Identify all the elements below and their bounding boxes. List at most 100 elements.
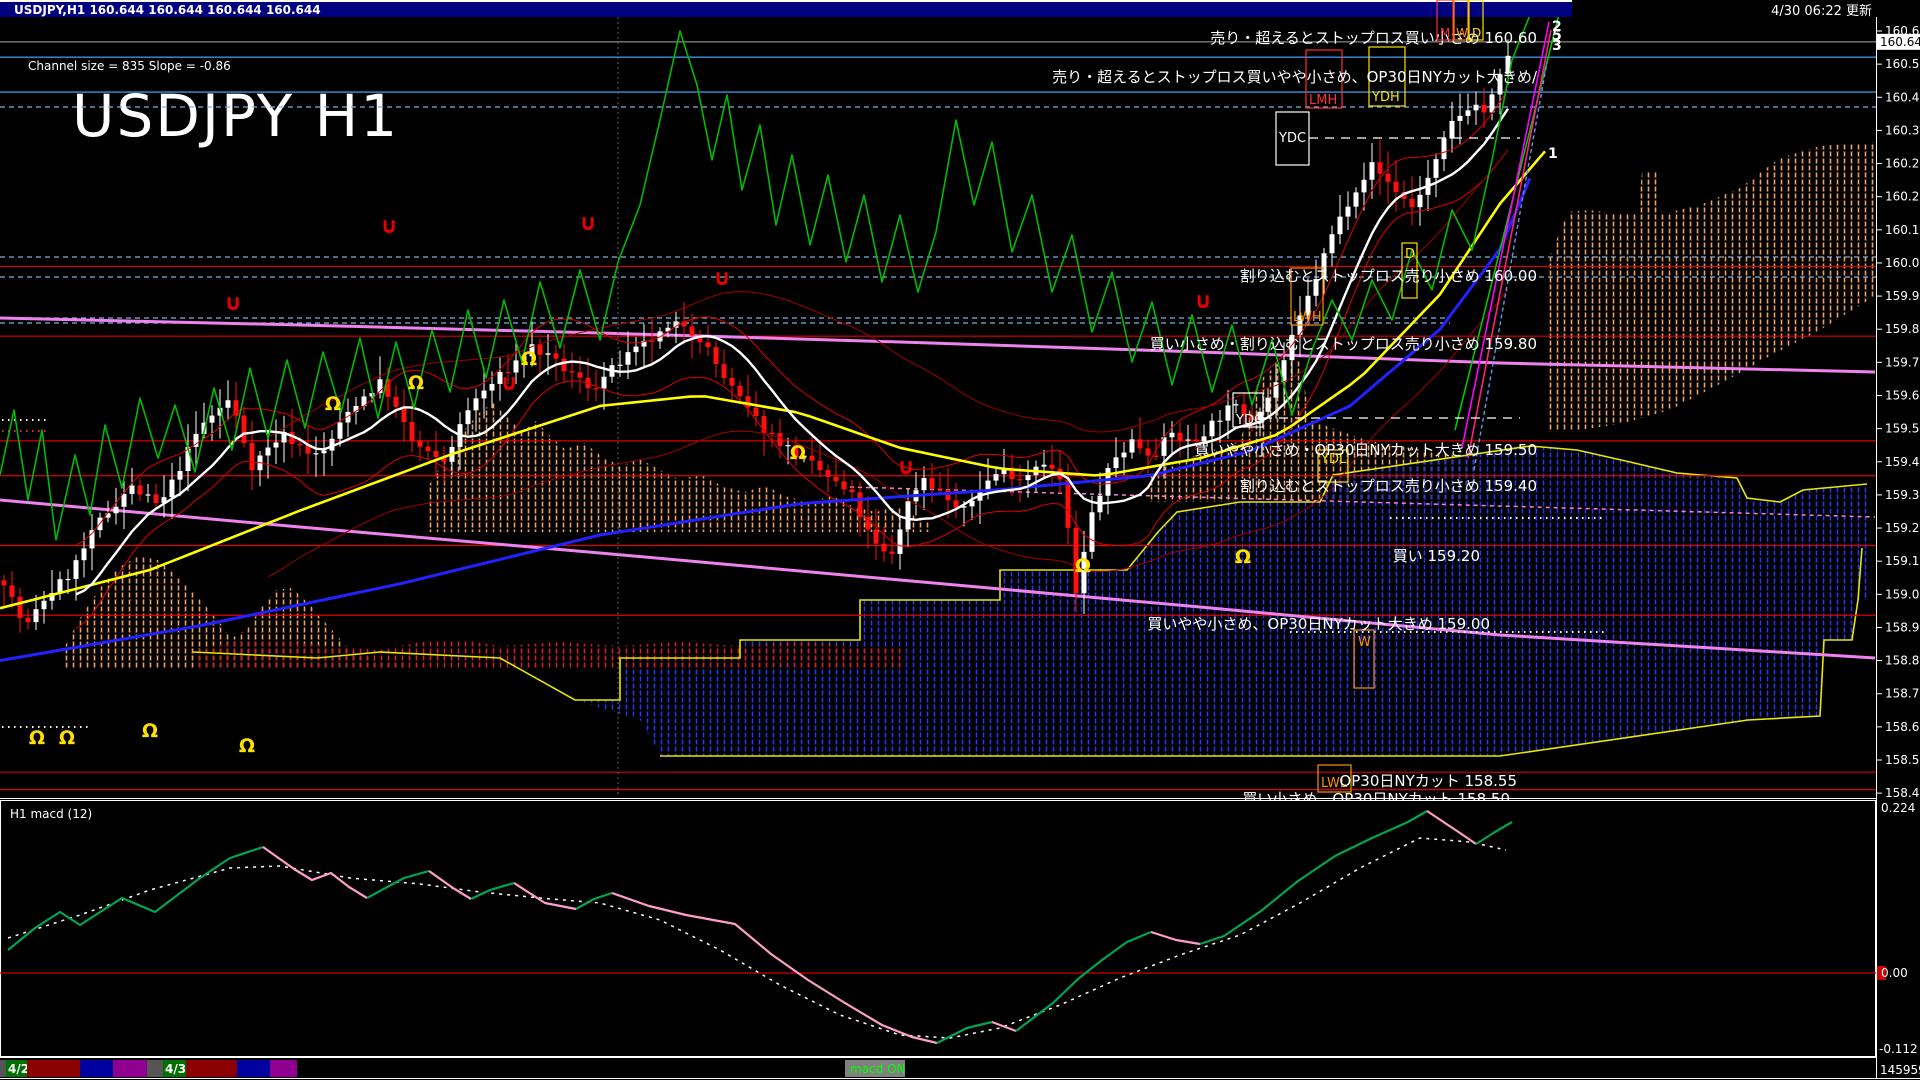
buy-signal-icon: Ω [1235,546,1251,568]
orange-cloud [62,556,405,668]
candle-body [817,460,823,471]
current-price-label: 160.644 [1880,35,1920,49]
candle-body [1345,206,1351,217]
candle-body [225,400,231,408]
candle-body [17,596,23,618]
macd-main-line [575,891,613,910]
candle-body [1321,253,1327,279]
candle-body [865,517,871,530]
price-axis[interactable]: 160.675160.580160.485160.390160.295160.2… [1876,17,1920,1079]
candle-body [1369,162,1375,180]
axis-tick-label: 158.490 [1885,786,1920,800]
candle-body [273,442,279,448]
macd-main-line [1015,930,1152,1032]
candle-body [745,396,751,408]
candle-body [1257,411,1263,421]
title-bar-strip[interactable] [0,2,1572,17]
candle-body [1113,457,1119,468]
axis-tick-label: 158.680 [1885,720,1920,734]
candle-body [1273,382,1279,398]
order-annotation: 買いやや小さめ、OP30日NYカット大きめ 159.00 [1147,615,1490,633]
candle-body [665,327,671,332]
session-segment[interactable] [186,1060,237,1077]
order-annotation: 買い 159.20 [1393,547,1480,565]
macd-main-line [936,1020,993,1044]
axis-tick-label: 159.725 [1885,355,1920,369]
buy-signal-icon: Ω [1075,555,1091,577]
candle-body [593,388,599,390]
candle-body [753,407,759,417]
blue-cloud [575,446,1867,756]
macd-toggle-button[interactable] [845,1060,905,1077]
macd-scale-zero: 0.00 [1881,966,1908,980]
axis-tick-label: 158.585 [1885,753,1920,767]
candle-body [1137,439,1143,449]
session-segment[interactable] [6,1060,27,1077]
session-segment[interactable] [80,1060,113,1077]
buy-signal-icon: Ω [325,393,341,415]
candle-body [161,497,167,503]
candle-body [713,347,719,365]
macd-pane[interactable]: H1 macd (12) 0.224 0.00 -0.112 [0,798,1918,1057]
axis-tick-label: 160.105 [1885,223,1920,237]
candle-body [905,501,911,530]
candle-body [1481,104,1487,113]
candle-body [441,456,447,462]
candle-body [953,500,959,508]
candle-body [825,470,831,477]
object-box-ydh [1368,46,1406,107]
buy-signal-icon: Ω [29,727,45,749]
candle-body [1153,455,1159,457]
session-segment[interactable] [0,1060,6,1077]
candle-body [985,480,991,492]
session-segment[interactable] [237,1060,270,1077]
candle-body [433,450,439,457]
candle-body [1241,404,1247,416]
candle-body [377,379,383,394]
candle-body [345,411,351,423]
candle-body [105,513,111,518]
axis-tick-label: 159.155 [1885,554,1920,568]
session-segment[interactable] [147,1060,163,1077]
candle-body [473,398,479,411]
candle-body [673,321,679,328]
tick-counter-label: 145959 [1880,1063,1920,1077]
candle-body [641,340,647,347]
candle-body [857,492,863,518]
session-segment[interactable] [270,1060,297,1077]
session-segment[interactable] [113,1060,147,1077]
pink-dashed-line [849,486,1876,518]
axis-tick-label: 159.915 [1885,289,1920,303]
line-number-label: 3 [1552,38,1562,54]
object-label-lwh: LWH [1293,310,1322,325]
axis-tick-label: 159.535 [1885,422,1920,436]
session-segment[interactable] [163,1060,186,1077]
macd-indicator-label: H1 macd (12) [10,807,92,821]
candle-body [57,579,63,594]
axis-tick-label: 159.060 [1885,587,1920,601]
candle-body [409,421,415,441]
blue-ma-line [0,177,1532,663]
candle-body [65,578,71,581]
candle-body [1017,479,1023,481]
candle-body [969,500,975,507]
order-annotation: OP30日NYカット 158.55 [1339,772,1517,790]
candle-body [553,353,559,359]
candle-body [777,433,783,447]
candle-body [1105,467,1111,496]
axis-tick-label: 160.200 [1885,190,1920,204]
order-annotation: 割り込むとストップロス売り小さめ 159.40 [1240,477,1537,495]
session-segment[interactable] [27,1060,80,1077]
macd-main-line [470,881,515,900]
candle-body [993,474,999,481]
candle-body [705,342,711,348]
macd-toggle-label[interactable]: macd ON [850,1062,906,1076]
candle-body [617,364,623,366]
candle-body [185,446,191,472]
axis-tick-label: 160.295 [1885,157,1920,171]
projection-line [1461,21,1550,449]
